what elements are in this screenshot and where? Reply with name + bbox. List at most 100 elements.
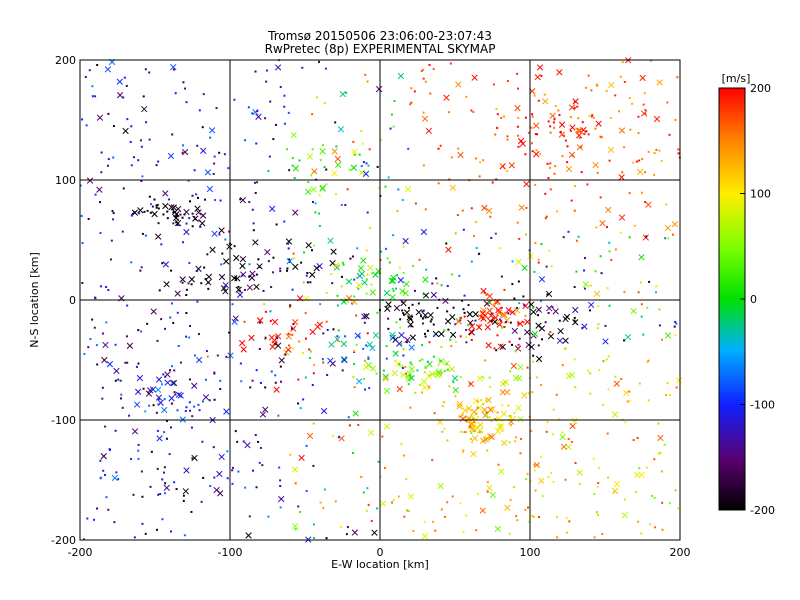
scatter-point-x bbox=[404, 186, 412, 193]
scatter-point bbox=[608, 250, 611, 253]
scatter-point bbox=[546, 421, 549, 424]
scatter-point bbox=[461, 412, 464, 415]
scatter-point bbox=[89, 338, 92, 341]
scatter-point bbox=[215, 107, 218, 110]
scatter-point bbox=[422, 77, 425, 80]
scatter-point bbox=[401, 309, 404, 312]
scatter-point bbox=[391, 287, 394, 290]
scatter-point-x bbox=[191, 454, 198, 462]
scatter-point bbox=[384, 185, 387, 188]
scatter-point-x bbox=[239, 262, 246, 270]
scatter-point bbox=[378, 187, 381, 190]
scatter-point bbox=[607, 355, 610, 358]
scatter-point bbox=[658, 324, 661, 327]
scatter-point bbox=[346, 188, 349, 191]
scatter-point bbox=[517, 348, 520, 351]
scatter-point bbox=[405, 477, 408, 480]
scatter-point bbox=[119, 379, 122, 382]
scatter-point bbox=[157, 222, 160, 225]
scatter-point bbox=[150, 450, 153, 453]
scatter-point bbox=[537, 99, 540, 102]
scatter-point bbox=[520, 437, 523, 440]
scatter-point bbox=[101, 386, 104, 389]
scatter-point bbox=[427, 385, 430, 388]
scatter-point-x bbox=[572, 306, 579, 314]
scatter-point-x bbox=[168, 204, 175, 211]
scatter-point bbox=[141, 495, 144, 498]
scatter-point-x bbox=[471, 435, 479, 442]
scatter-point bbox=[366, 273, 369, 276]
scatter-point bbox=[653, 173, 656, 176]
scatter-point bbox=[311, 383, 314, 386]
scatter-point bbox=[459, 316, 462, 319]
scatter-point bbox=[511, 260, 514, 263]
scatter-point bbox=[96, 64, 99, 67]
scatter-point bbox=[91, 95, 94, 98]
scatter-point-x bbox=[519, 140, 526, 147]
scatter-point bbox=[566, 145, 569, 148]
scatter-point bbox=[674, 320, 677, 323]
scatter-point bbox=[443, 329, 446, 332]
scatter-point-x bbox=[361, 279, 368, 286]
scatter-point-x bbox=[657, 434, 664, 442]
scatter-point bbox=[649, 523, 652, 526]
scatter-point bbox=[644, 108, 647, 111]
scatter-point bbox=[144, 532, 147, 535]
scatter-point bbox=[621, 61, 624, 64]
scatter-point bbox=[311, 113, 314, 116]
scatter-point bbox=[470, 441, 473, 444]
scatter-point bbox=[279, 365, 282, 368]
scatter-point-x bbox=[457, 151, 464, 159]
scatter-point-x bbox=[191, 382, 198, 389]
scatter-point bbox=[517, 343, 520, 346]
scatter-point-x bbox=[408, 374, 415, 382]
scatter-point bbox=[228, 331, 231, 334]
scatter-point bbox=[549, 188, 552, 191]
scatter-point bbox=[188, 336, 191, 339]
scatter-point bbox=[248, 275, 251, 278]
scatter-point-x bbox=[486, 207, 493, 214]
scatter-point bbox=[213, 155, 216, 158]
scatter-point bbox=[322, 361, 325, 364]
scatter-point bbox=[575, 239, 578, 242]
scatter-point bbox=[159, 493, 162, 496]
scatter-point-x bbox=[111, 474, 118, 482]
scatter-point bbox=[562, 134, 565, 137]
scatter-point-x bbox=[352, 410, 359, 417]
scatter-point bbox=[457, 147, 460, 150]
scatter-point bbox=[510, 417, 513, 420]
scatter-point bbox=[267, 260, 270, 263]
scatter-point bbox=[243, 288, 246, 291]
scatter-point bbox=[178, 224, 181, 227]
scatter-point-x bbox=[479, 310, 486, 317]
scatter-point bbox=[301, 351, 304, 354]
scatter-point bbox=[370, 283, 373, 286]
scatter-point bbox=[145, 121, 148, 124]
scatter-point bbox=[200, 282, 203, 285]
scatter-point bbox=[163, 327, 166, 330]
scatter-point bbox=[412, 530, 415, 533]
scatter-point-x bbox=[522, 302, 529, 310]
scatter-point bbox=[462, 308, 465, 311]
scatter-point-x bbox=[291, 523, 299, 530]
scatter-point bbox=[225, 355, 228, 358]
scatter-point bbox=[433, 334, 436, 337]
scatter-point bbox=[429, 92, 432, 95]
scatter-point bbox=[632, 439, 635, 442]
scatter-point-x bbox=[504, 389, 511, 396]
scatter-point bbox=[607, 388, 610, 391]
scatter-point bbox=[312, 464, 315, 467]
scatter-point bbox=[248, 201, 251, 204]
scatter-point bbox=[446, 368, 449, 371]
scatter-point bbox=[666, 382, 669, 385]
scatter-point bbox=[279, 506, 282, 509]
scatter-point bbox=[132, 156, 135, 159]
scatter-point bbox=[467, 303, 470, 306]
scatter-point bbox=[357, 423, 360, 426]
scatter-point-x bbox=[382, 375, 389, 382]
scatter-point-x bbox=[515, 258, 522, 266]
scatter-point bbox=[365, 249, 368, 252]
scatter-point bbox=[436, 306, 439, 309]
scatter-point bbox=[363, 321, 366, 324]
scatter-point-x bbox=[407, 321, 414, 328]
